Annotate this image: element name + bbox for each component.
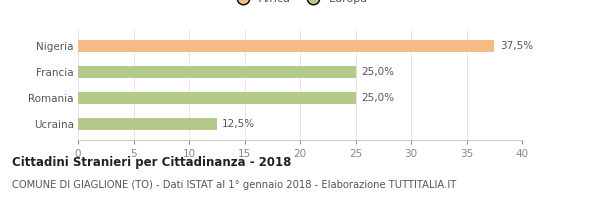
- Bar: [78, 66, 356, 78]
- Text: Cittadini Stranieri per Cittadinanza - 2018: Cittadini Stranieri per Cittadinanza - 2…: [12, 156, 292, 169]
- Text: 25,0%: 25,0%: [361, 67, 394, 77]
- Legend: Africa, Europa: Africa, Europa: [228, 0, 372, 8]
- Text: COMUNE DI GIAGLIONE (TO) - Dati ISTAT al 1° gennaio 2018 - Elaborazione TUTTITAL: COMUNE DI GIAGLIONE (TO) - Dati ISTAT al…: [12, 180, 456, 190]
- Bar: [78, 92, 356, 104]
- Text: 12,5%: 12,5%: [223, 119, 256, 129]
- Text: 25,0%: 25,0%: [361, 93, 394, 103]
- Bar: [78, 40, 494, 52]
- Text: 37,5%: 37,5%: [500, 41, 533, 51]
- Bar: [78, 118, 217, 130]
